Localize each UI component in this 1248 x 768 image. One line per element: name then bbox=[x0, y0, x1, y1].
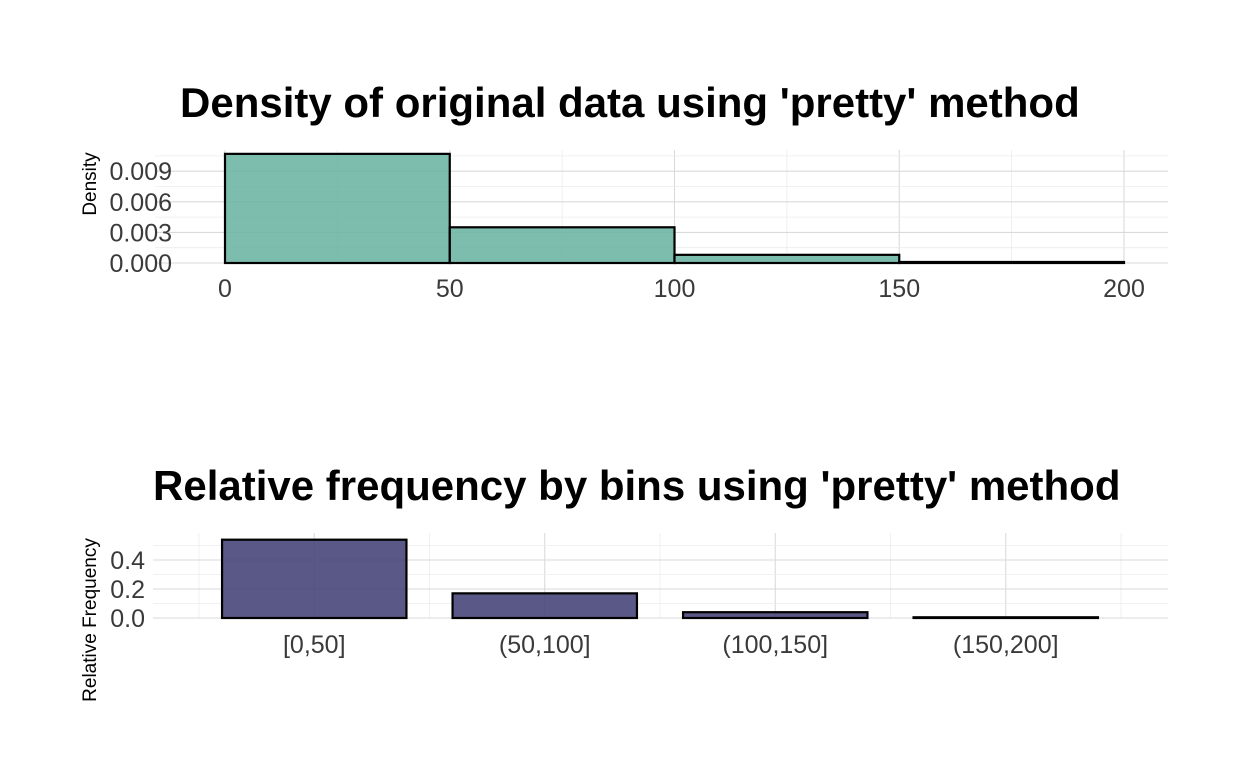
density-chart-x-ticks: 0 50 100 150 200 bbox=[218, 275, 1145, 303]
density-chart-y-tick-label: 0.009 bbox=[109, 158, 172, 186]
density-bar bbox=[223, 152, 451, 265]
density-chart-y-axis-label: Density bbox=[80, 152, 101, 216]
density-chart-bars bbox=[223, 152, 1126, 265]
relfreq-chart-y-axis-label: Relative Frequency bbox=[80, 538, 101, 702]
relfreq-chart-x-tick-label: [0,50] bbox=[283, 631, 346, 659]
relfreq-chart-x-ticks: [0,50] (50,100] (100,150] (150,200] bbox=[283, 631, 1059, 659]
density-bar bbox=[448, 226, 676, 265]
density-chart-x-tick-label: 100 bbox=[654, 275, 696, 303]
density-chart-x-tick-label: 50 bbox=[436, 275, 464, 303]
relfreq-chart-y-tick-label: 0.0 bbox=[110, 605, 145, 633]
relfreq-bar bbox=[912, 616, 1100, 620]
relfreq-bar bbox=[451, 592, 639, 620]
relfreq-chart-x-tick-label: (50,100] bbox=[499, 631, 591, 659]
density-chart-x-tick-label: 150 bbox=[878, 275, 920, 303]
density-bar bbox=[898, 260, 1126, 265]
relfreq-chart-x-tick-label: (100,150] bbox=[722, 631, 828, 659]
density-chart-y-tick-label: 0.006 bbox=[109, 189, 172, 217]
relfreq-chart-bars bbox=[220, 538, 1100, 620]
relfreq-chart-title: Relative frequency by bins using 'pretty… bbox=[153, 462, 1121, 509]
relfreq-chart-y-tick-label: 0.2 bbox=[110, 576, 145, 604]
relfreq-bar bbox=[220, 538, 408, 620]
relfreq-chart-y-ticks: 0.00.20.4 bbox=[110, 547, 145, 633]
density-chart-title: Density of original data using 'pretty' … bbox=[180, 79, 1080, 126]
relfreq-chart-x-tick-label: (150,200] bbox=[953, 631, 1059, 659]
density-chart-x-tick-label: 0 bbox=[218, 275, 232, 303]
density-chart-y-tick-label: 0.003 bbox=[109, 219, 172, 247]
relfreq-bar bbox=[681, 611, 869, 620]
relfreq-chart-y-tick-label: 0.4 bbox=[110, 547, 145, 575]
density-bar bbox=[673, 253, 901, 265]
density-chart-x-tick-label: 200 bbox=[1103, 275, 1145, 303]
density-chart-y-tick-label: 0.000 bbox=[109, 250, 172, 278]
